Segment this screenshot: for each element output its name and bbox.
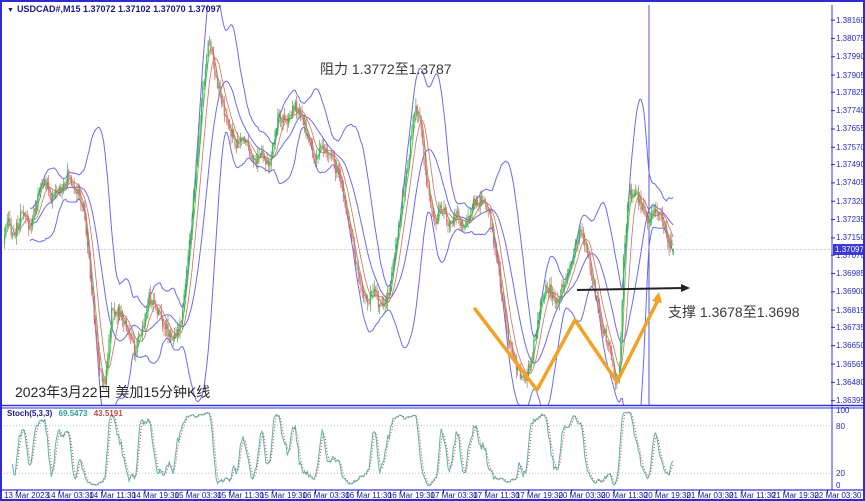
chart-caption: 2023年3月22日 美加15分钟K线 bbox=[15, 384, 211, 400]
down-candle-bodies bbox=[9, 41, 673, 385]
price-axis-label: 1.37150 bbox=[836, 233, 865, 243]
time-axis-label: 17 Mar 03:30 bbox=[430, 491, 478, 500]
stochastic-main-value: 69.5473 bbox=[58, 409, 88, 418]
ma-fast-line bbox=[8, 46, 674, 380]
time-axis-label: 13 Mar 2023 bbox=[4, 491, 49, 500]
stoch-signal-line bbox=[14, 412, 674, 486]
price-axis-label: 1.37320 bbox=[836, 196, 865, 206]
ma-slow-line bbox=[14, 58, 674, 375]
ohlc-high: 1.37102 bbox=[118, 4, 151, 14]
ohlc-low: 1.37070 bbox=[153, 4, 186, 14]
symbol-label: USDCAD#,M15 bbox=[16, 4, 81, 14]
price-axis-label: 1.37740 bbox=[836, 106, 865, 116]
stochastic-name: Stoch(5,3,3) bbox=[7, 409, 53, 418]
price-axis-label: 1.36395 bbox=[836, 396, 865, 406]
time-axis-label: 16 Mar 03:30 bbox=[302, 491, 350, 500]
symbol-dropdown-icon[interactable]: ▼ bbox=[7, 7, 14, 14]
time-axis-label: 21 Mar 19:30 bbox=[771, 491, 819, 500]
time-axis-label: 21 Mar 03:30 bbox=[686, 491, 734, 500]
time-axis-label: 14 Mar 19:30 bbox=[131, 491, 180, 500]
stochastic-panel[interactable] bbox=[4, 411, 832, 487]
bollinger-upper bbox=[29, 5, 674, 338]
support-annotation: 支撑 1.3678至1.3698 bbox=[668, 304, 800, 320]
support-zigzag-arrow-head bbox=[652, 292, 662, 303]
time-axis-label: 14 Mar 11:30 bbox=[89, 491, 136, 500]
time-axis-label: 22 Mar 03:30 bbox=[814, 491, 862, 500]
time-axis-label: 16 Mar 19:30 bbox=[387, 491, 435, 500]
price-axis-label: 1.36565 bbox=[836, 359, 865, 369]
time-axis-label: 15 Mar 03:30 bbox=[174, 491, 222, 500]
time-axis-label: 21 Mar 11:30 bbox=[729, 491, 776, 500]
ohlc-open: 1.37072 bbox=[82, 4, 116, 14]
time-axis-label: 14 Mar 03:30 bbox=[46, 491, 94, 500]
stoch-main-line bbox=[12, 411, 674, 487]
time-axis-label: 15 Mar 19:30 bbox=[259, 491, 308, 500]
up-candle-wicks bbox=[4, 36, 674, 392]
up-candle-bodies bbox=[4, 41, 674, 385]
price-axis-label: 1.37570 bbox=[836, 142, 865, 152]
stoch-axis-label: 0 bbox=[836, 481, 841, 490]
stoch-axis-label: 100 bbox=[836, 406, 850, 415]
time-axis-label: 20 Mar 19:30 bbox=[643, 491, 691, 500]
price-axis-label: 1.36480 bbox=[836, 377, 865, 387]
price-axis-label: 1.37655 bbox=[836, 124, 865, 134]
time-axis-label: 20 Mar 11:30 bbox=[601, 491, 648, 500]
price-axis-label: 1.36735 bbox=[836, 322, 865, 332]
time-axis-label: 17 Mar 19:30 bbox=[515, 491, 563, 500]
price-axis-label: 1.37825 bbox=[836, 87, 865, 97]
stoch-axis-label: 80 bbox=[836, 421, 845, 431]
ohlc-close: 1.37097 bbox=[188, 4, 221, 14]
price-axis-label: 1.38160 bbox=[836, 15, 865, 25]
stochastic-signal-value: 43.5191 bbox=[93, 409, 123, 418]
support-zigzag-line[interactable] bbox=[473, 296, 661, 392]
price-axis-label: 1.36650 bbox=[836, 341, 865, 351]
time-axis-label: 15 Mar 11:30 bbox=[217, 491, 264, 500]
resistance-arrow-line[interactable] bbox=[576, 287, 685, 291]
price-axis-label: 1.37905 bbox=[836, 70, 865, 80]
price-axis-label: 1.37990 bbox=[836, 52, 865, 62]
price-panel[interactable] bbox=[4, 2, 832, 455]
price-axis-label: 1.36900 bbox=[836, 287, 865, 297]
resistance-arrow-head bbox=[681, 284, 690, 292]
time-axis-label: 16 Mar 11:30 bbox=[345, 491, 392, 500]
resistance-annotation: 阻力 1.3772至1.3787 bbox=[320, 61, 452, 77]
price-axis-label: 1.37235 bbox=[836, 215, 865, 225]
time-axis-label: 17 Mar 11:30 bbox=[473, 491, 520, 500]
bollinger-middle bbox=[29, 80, 674, 364]
price-axis-label: 1.37070 bbox=[836, 250, 865, 260]
current-price-box: 1.37097 bbox=[833, 243, 863, 255]
chart-header: ▼ USDCAD#,M15 1.37072 1.37102 1.37070 1.3… bbox=[7, 4, 221, 14]
stochastic-indicator-label: Stoch(5,3,3) 69.5473 43.5191 bbox=[7, 409, 123, 418]
price-axis-label: 1.36815 bbox=[836, 305, 865, 315]
price-axis-label: 1.36985 bbox=[836, 268, 865, 278]
time-axis-label: 20 Mar 03:30 bbox=[558, 491, 606, 500]
stoch-axis-label: 20 bbox=[836, 469, 845, 479]
price-axis-label: 1.38075 bbox=[836, 33, 865, 43]
price-axis-label: 1.37405 bbox=[836, 178, 865, 188]
price-axis-label: 1.37490 bbox=[836, 160, 865, 170]
